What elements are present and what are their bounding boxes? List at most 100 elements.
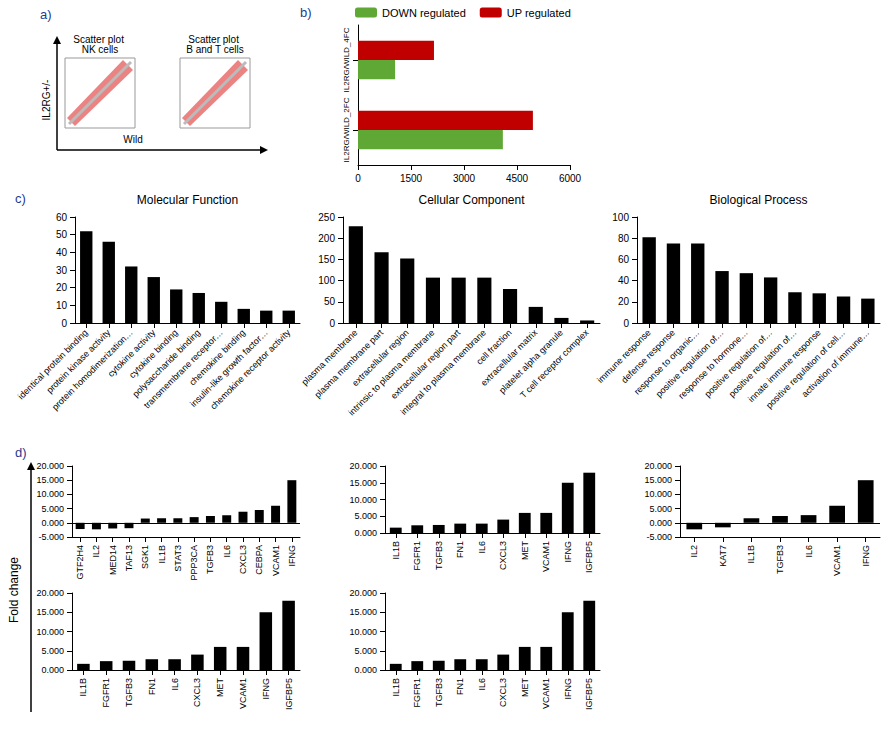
svg-text:PPP3CA: PPP3CA <box>189 545 199 581</box>
svg-text:b): b) <box>300 5 312 20</box>
svg-text:TGFB3: TGFB3 <box>434 678 444 707</box>
svg-text:CXCL3: CXCL3 <box>498 541 508 570</box>
svg-text:0: 0 <box>355 173 361 184</box>
svg-text:IGFBP5: IGFBP5 <box>284 678 294 710</box>
svg-text:4500: 4500 <box>506 173 529 184</box>
svg-text:CXCL3: CXCL3 <box>238 545 248 574</box>
svg-text:80: 80 <box>618 233 630 244</box>
svg-text:SGK1: SGK1 <box>140 545 150 569</box>
svg-text:IL1B: IL1B <box>746 545 756 564</box>
svg-text:protein homodimerization…: protein homodimerization… <box>50 327 135 412</box>
svg-text:Biological Process: Biological Process <box>709 193 807 207</box>
svg-text:DOWN regulated: DOWN regulated <box>382 7 466 19</box>
svg-text:KAT7: KAT7 <box>718 545 728 567</box>
svg-text:60: 60 <box>618 254 630 265</box>
svg-text:20.000: 20.000 <box>349 461 377 471</box>
svg-text:IL2: IL2 <box>91 545 101 558</box>
svg-text:MET: MET <box>520 678 530 698</box>
svg-text:IFNG: IFNG <box>861 545 871 567</box>
svg-text:-5.000: -5.000 <box>646 532 672 542</box>
svg-text:0.000: 0.000 <box>354 665 377 675</box>
svg-text:40: 40 <box>618 275 630 286</box>
svg-text:20: 20 <box>618 296 630 307</box>
svg-text:IL6: IL6 <box>222 545 232 558</box>
svg-text:IL1B: IL1B <box>78 678 88 697</box>
svg-text:TGFB3: TGFB3 <box>124 678 134 707</box>
svg-text:FN1: FN1 <box>455 678 465 695</box>
svg-text:GTF2H4: GTF2H4 <box>75 545 85 580</box>
svg-text:Molecular Function: Molecular Function <box>137 193 238 207</box>
svg-text:10.000: 10.000 <box>36 627 64 637</box>
svg-text:integral to plasma membrane: integral to plasma membrane <box>399 327 488 416</box>
svg-text:3000: 3000 <box>453 173 476 184</box>
svg-text:IL6: IL6 <box>170 678 180 691</box>
svg-text:0.000: 0.000 <box>354 528 377 538</box>
svg-text:15.000: 15.000 <box>349 607 377 617</box>
svg-text:0: 0 <box>329 318 335 329</box>
svg-text:40: 40 <box>56 247 68 258</box>
svg-text:IL6: IL6 <box>804 545 814 558</box>
svg-text:1500: 1500 <box>400 173 423 184</box>
svg-text:VCAM1: VCAM1 <box>541 678 551 709</box>
svg-text:VCAM1: VCAM1 <box>238 678 248 709</box>
svg-text:15.000: 15.000 <box>36 475 64 485</box>
svg-text:20.000: 20.000 <box>36 461 64 471</box>
svg-text:NK cells: NK cells <box>82 44 119 55</box>
svg-text:10.000: 10.000 <box>36 489 64 499</box>
svg-text:20.000: 20.000 <box>36 588 64 598</box>
svg-text:IFNG: IFNG <box>563 678 573 700</box>
svg-text:20: 20 <box>56 282 68 293</box>
svg-text:VCAM1: VCAM1 <box>271 545 281 576</box>
svg-text:IGFBP5: IGFBP5 <box>584 541 594 573</box>
svg-text:150: 150 <box>318 254 335 265</box>
svg-text:IL1B: IL1B <box>391 678 401 697</box>
svg-text:c): c) <box>15 191 26 206</box>
svg-text:100: 100 <box>612 212 629 223</box>
svg-text:MET: MET <box>520 541 530 561</box>
svg-text:FGFR1: FGFR1 <box>412 678 422 708</box>
svg-text:5.000: 5.000 <box>649 504 672 514</box>
svg-text:TAF13: TAF13 <box>124 545 134 571</box>
svg-text:TGFB3: TGFB3 <box>205 545 215 574</box>
svg-text:0.000: 0.000 <box>41 518 64 528</box>
svg-text:IL6: IL6 <box>477 678 487 691</box>
svg-text:0: 0 <box>623 318 629 329</box>
svg-text:CXCL3: CXCL3 <box>192 678 202 707</box>
svg-text:B and T cells: B and T cells <box>186 44 243 55</box>
svg-text:chemokine receptor activity: chemokine receptor activity <box>208 327 292 411</box>
svg-text:IFNG: IFNG <box>287 545 297 567</box>
svg-text:50: 50 <box>56 229 68 240</box>
svg-text:Wild: Wild <box>123 134 142 145</box>
svg-text:MET: MET <box>215 678 225 698</box>
svg-text:CXCL3: CXCL3 <box>498 678 508 707</box>
svg-text:TGFB3: TGFB3 <box>775 545 785 574</box>
svg-text:IL2: IL2 <box>689 545 699 558</box>
svg-text:FN1: FN1 <box>455 541 465 558</box>
svg-text:IL1B: IL1B <box>391 541 401 560</box>
svg-text:15.000: 15.000 <box>36 607 64 617</box>
svg-text:IFNG: IFNG <box>261 678 271 700</box>
svg-text:FGFR1: FGFR1 <box>101 678 111 708</box>
svg-text:-5.000: -5.000 <box>38 532 64 542</box>
svg-text:0.000: 0.000 <box>649 518 672 528</box>
svg-text:0: 0 <box>61 318 67 329</box>
svg-text:60: 60 <box>56 212 68 223</box>
svg-text:UP regulated: UP regulated <box>507 7 571 19</box>
svg-text:FN1: FN1 <box>147 678 157 695</box>
svg-text:IL1B: IL1B <box>157 545 167 564</box>
svg-text:5.000: 5.000 <box>354 511 377 521</box>
svg-text:200: 200 <box>318 233 335 244</box>
svg-text:20.000: 20.000 <box>644 461 672 471</box>
svg-text:10.000: 10.000 <box>349 495 377 505</box>
svg-text:Cellular Component: Cellular Component <box>418 193 525 207</box>
svg-text:VCAM1: VCAM1 <box>541 541 551 572</box>
svg-text:T cell receptor complex: T cell receptor complex <box>518 327 591 400</box>
svg-text:30: 30 <box>56 265 68 276</box>
svg-text:FGFR1: FGFR1 <box>412 541 422 571</box>
svg-text:250: 250 <box>318 212 335 223</box>
svg-text:6000: 6000 <box>559 173 582 184</box>
svg-text:5.000: 5.000 <box>41 646 64 656</box>
svg-text:VCAM1: VCAM1 <box>832 545 842 576</box>
svg-text:IL2RG/WILD_4FC: IL2RG/WILD_4FC <box>342 27 351 92</box>
svg-text:IL2RG+/-: IL2RG+/- <box>41 80 52 121</box>
